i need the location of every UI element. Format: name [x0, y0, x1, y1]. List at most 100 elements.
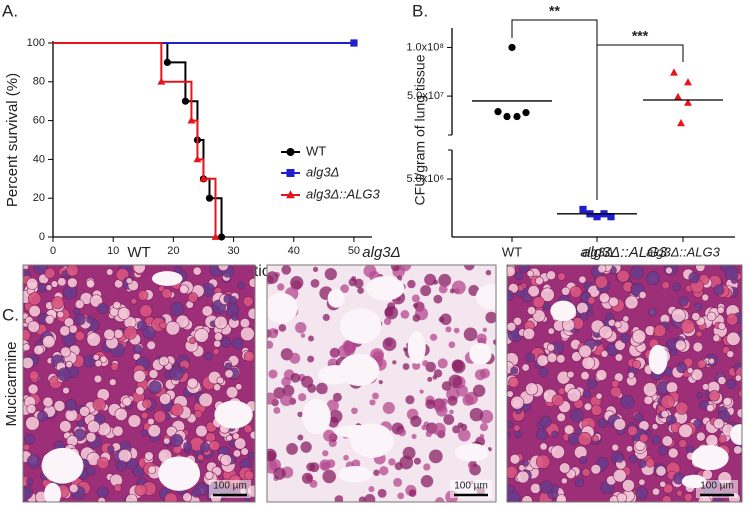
tissue-cell [57, 367, 71, 382]
tissue-cell [665, 266, 673, 275]
tissue-strand [322, 469, 336, 484]
tissue-cell [240, 326, 255, 342]
tissue-cell [24, 433, 35, 445]
tissue-cell [51, 296, 65, 310]
panel-label: B. [412, 1, 428, 20]
y-axis-title: CFU/gram of lung tissue [412, 54, 428, 205]
tissue-cell [220, 336, 232, 348]
tissue-strand [467, 265, 472, 271]
tissue-strand [268, 369, 278, 379]
tissue-cell [507, 265, 516, 278]
tissue-cell [631, 329, 647, 344]
x-tick-label: 10 [107, 245, 119, 257]
tissue-strand [322, 389, 328, 394]
tissue-cell [535, 276, 544, 286]
marker [350, 39, 358, 47]
tissue-cell [68, 483, 79, 494]
tissue-cell [708, 357, 715, 365]
tissue-cell [556, 494, 567, 502]
tissue-cell [182, 492, 192, 502]
marker [193, 155, 202, 163]
tissue-cell [609, 385, 622, 398]
tissue-cell [132, 344, 143, 354]
tissue-cell [666, 381, 679, 394]
tissue-cell [59, 420, 72, 433]
y-axis-title: Percent survival (%) [4, 73, 21, 207]
row-label: Mucicarmine [3, 341, 20, 426]
marker [503, 112, 511, 121]
scale-bar-label: 100 µm [454, 481, 488, 492]
tissue-strand [457, 422, 464, 428]
tissue-cell [532, 296, 545, 309]
tissue-strand [340, 284, 349, 294]
tissue-cell [613, 418, 626, 431]
air-space [41, 447, 84, 484]
tissue-cell [600, 350, 609, 358]
tissue-cell [676, 489, 683, 497]
tissue-strand [358, 496, 366, 502]
y-tick-label: 5.0x10⁶ [406, 173, 444, 185]
tissue-cell [27, 292, 42, 306]
tissue-cell [214, 332, 223, 342]
tissue-strand [425, 399, 436, 410]
tissue-cell [192, 266, 202, 276]
tissue-cell [33, 344, 44, 356]
tissue-strand [290, 276, 304, 290]
air-space [691, 445, 729, 471]
tissue-strand [369, 399, 376, 406]
tissue-cell [569, 285, 582, 298]
tissue-cell [546, 270, 557, 281]
x-tick-label: alg3Δ [580, 244, 613, 259]
tissue-cell [23, 443, 31, 451]
tissue-cell [705, 434, 719, 447]
tissue-cell [50, 280, 59, 288]
tissue-cell [726, 350, 735, 358]
tissue-strand [354, 278, 364, 289]
tissue-cell [508, 376, 520, 388]
tissue-strand [463, 327, 478, 342]
marker [163, 58, 171, 66]
tissue-cell [247, 307, 255, 320]
tissue-cell [706, 403, 715, 413]
tissue-cell [639, 433, 649, 443]
tissue-strand [307, 355, 315, 363]
y-tick-label: 5.0x10⁷ [407, 90, 444, 102]
tissue-cell [247, 451, 255, 460]
histology-image [507, 265, 742, 502]
tissue-strand [407, 279, 416, 289]
tissue-cell [169, 366, 184, 381]
marker [494, 108, 502, 116]
tissue-cell [683, 492, 693, 502]
tissue-cell [622, 315, 630, 323]
tissue-strand [402, 446, 416, 460]
tissue-cell [693, 302, 703, 312]
tissue-strand [273, 467, 286, 480]
tissue-strand [338, 495, 343, 501]
tissue-cell [86, 466, 96, 476]
tissue-strand [402, 363, 410, 371]
tissue-cell [197, 454, 204, 461]
tissue-cell [507, 390, 514, 398]
tissue-strand [267, 392, 277, 405]
tissue-cell [130, 297, 138, 305]
tissue-cell [113, 484, 122, 492]
tissue-strand [400, 310, 410, 319]
tissue-cell [587, 379, 598, 390]
tissue-cell [574, 477, 585, 488]
tissue-cell [147, 417, 155, 426]
tissue-cell [204, 352, 213, 361]
marker [187, 116, 196, 124]
air-space [214, 400, 253, 429]
tissue-cell [551, 394, 564, 407]
tissue-cell [63, 317, 75, 328]
tissue-cell [232, 432, 240, 440]
tissue-cell [706, 311, 717, 322]
tissue-cell [148, 380, 162, 395]
tissue-cell [582, 389, 592, 399]
tissue-cell [593, 339, 601, 347]
tissue-cell [536, 354, 549, 367]
air-space [151, 271, 183, 286]
tissue-strand [472, 384, 486, 397]
tissue-strand [462, 394, 474, 406]
tissue-cell [561, 286, 571, 296]
